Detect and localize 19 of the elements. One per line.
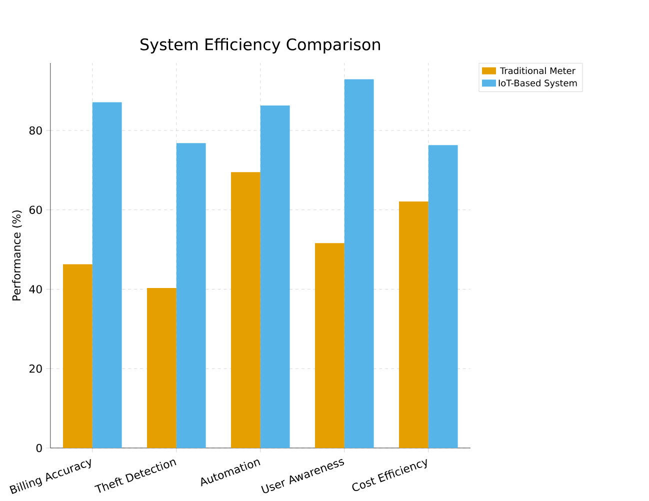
y-tick-label: 80 [29,126,42,135]
y-tick-label: 0 [36,444,42,452]
bar [176,143,206,448]
bar [344,79,374,448]
y-tick-label: 60 [29,206,42,214]
bar [147,288,176,448]
legend-label: IoT-Based System [498,80,577,88]
bar [260,106,290,448]
bar [231,172,260,448]
y-tick-label: 20 [29,364,42,373]
bar [315,243,344,448]
chart-title: System Efficiency Comparison [140,38,380,54]
bar [399,202,428,448]
bar [92,102,122,448]
y-tick-label: 40 [29,285,42,294]
bar [428,145,458,448]
legend-label: Traditional Meter [500,67,576,74]
y-axis-title: Performance (%) [12,210,22,300]
bar [63,264,92,448]
